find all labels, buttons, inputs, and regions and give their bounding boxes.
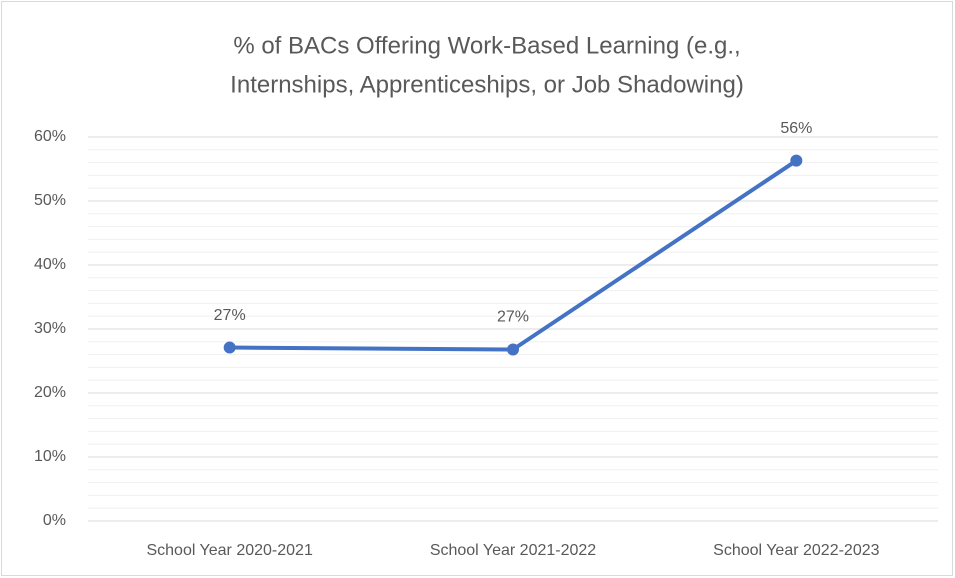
point [507,343,519,356]
x-tick-label: School Year 2021-2022 [430,542,596,559]
y-tick-label: 60% [34,128,66,145]
data-label: 56% [780,120,812,137]
point [223,341,236,354]
chart-title: Internships, Apprenticeships, or Job Sha… [230,71,744,98]
y-tick-label: 40% [34,256,66,273]
y-tick-label: 20% [34,384,66,401]
point [790,154,803,167]
x-tick-label: School Year 2020-2021 [146,542,312,559]
y-tick-label: 50% [34,192,66,209]
data-label: 27% [497,309,529,326]
y-tick-label: 10% [34,448,66,465]
chart-title: % of BACs Offering Work-Based Learning (… [233,32,740,59]
x-tick-label: School Year 2022-2023 [713,542,879,559]
y-tick-label: 30% [34,320,66,337]
y-tick-label: 0% [43,512,66,529]
data-label: 27% [214,307,246,324]
